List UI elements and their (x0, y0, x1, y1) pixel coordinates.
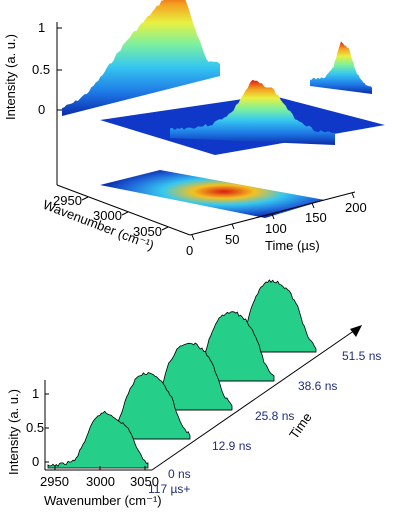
spectrum-0-ns (47, 410, 149, 469)
time-axis-label: Time (µs) (265, 238, 320, 253)
surface-peak (170, 79, 335, 145)
wavenumber-tick (81, 196, 89, 201)
intensity-tick-label: 0.5 (26, 420, 44, 435)
time-label: 51.5 ns (342, 349, 381, 363)
time-tick-label: 50 (225, 232, 239, 247)
time-axis-line (151, 327, 359, 471)
time-offset-label: 117 µs+ (148, 482, 190, 496)
time-tick (311, 202, 315, 209)
z-axis-label: Intensity (a. u.) (3, 34, 18, 120)
time-tick-label: 0 (186, 243, 193, 258)
wavenumber-tick-label: 2950 (53, 193, 82, 208)
wavenumber-tick-label: 2950 (40, 474, 69, 489)
spectra-stack (47, 279, 317, 469)
time-axis-line (189, 191, 356, 236)
wavenumber-tick-label: 3000 (86, 474, 115, 489)
z-tick-label: 0 (38, 102, 45, 117)
wavenumber-tick-label: 3000 (93, 208, 122, 223)
time-axis-arrowhead (350, 325, 362, 337)
wavenumber-tick-label: 3050 (133, 224, 162, 239)
time-label: 25.8 ns (255, 409, 294, 423)
time-tick-label: 100 (265, 221, 287, 236)
time-label: 38.6 ns (298, 379, 337, 393)
time-tick (231, 223, 235, 230)
time-tick (191, 234, 195, 241)
time-tick-label: 150 (305, 210, 327, 225)
intensity-tick-label: 1 (32, 386, 39, 401)
intensity-tick-label: 0 (32, 454, 39, 469)
time-label: 12.9 ns (212, 439, 251, 453)
time-labels: 0 ns 12.9 ns 25.8 ns 38.6 ns 51.5 ns (168, 349, 381, 481)
wavenumber-slice-surface (62, 0, 220, 116)
wavenumber-axis-label: Wavenumber (cm⁻¹) (44, 493, 162, 508)
z-tick-label: 1 (38, 20, 45, 35)
wavenumber-tick (161, 226, 169, 231)
time-slice-surface (310, 41, 372, 94)
time-label: 0 ns (168, 467, 191, 481)
intensity-axis-label: Intensity (a. u.) (6, 389, 21, 475)
top-panel-3d-surface: 1 0.5 0 Intensity (a. u.) 2950 3000 3050… (3, 0, 385, 258)
projection-map (100, 170, 325, 218)
wavenumber-tick-label: 3050 (130, 474, 159, 489)
z-tick-label: 0.5 (32, 62, 50, 77)
bottom-panel-waterfall: 1 0.5 0 Intensity (a. u.) 2950 3000 3050… (6, 279, 381, 508)
time-tick (271, 213, 275, 220)
time-tick-label: 200 (345, 200, 367, 215)
wavenumber-tick (121, 211, 129, 216)
time-tick (351, 192, 355, 199)
